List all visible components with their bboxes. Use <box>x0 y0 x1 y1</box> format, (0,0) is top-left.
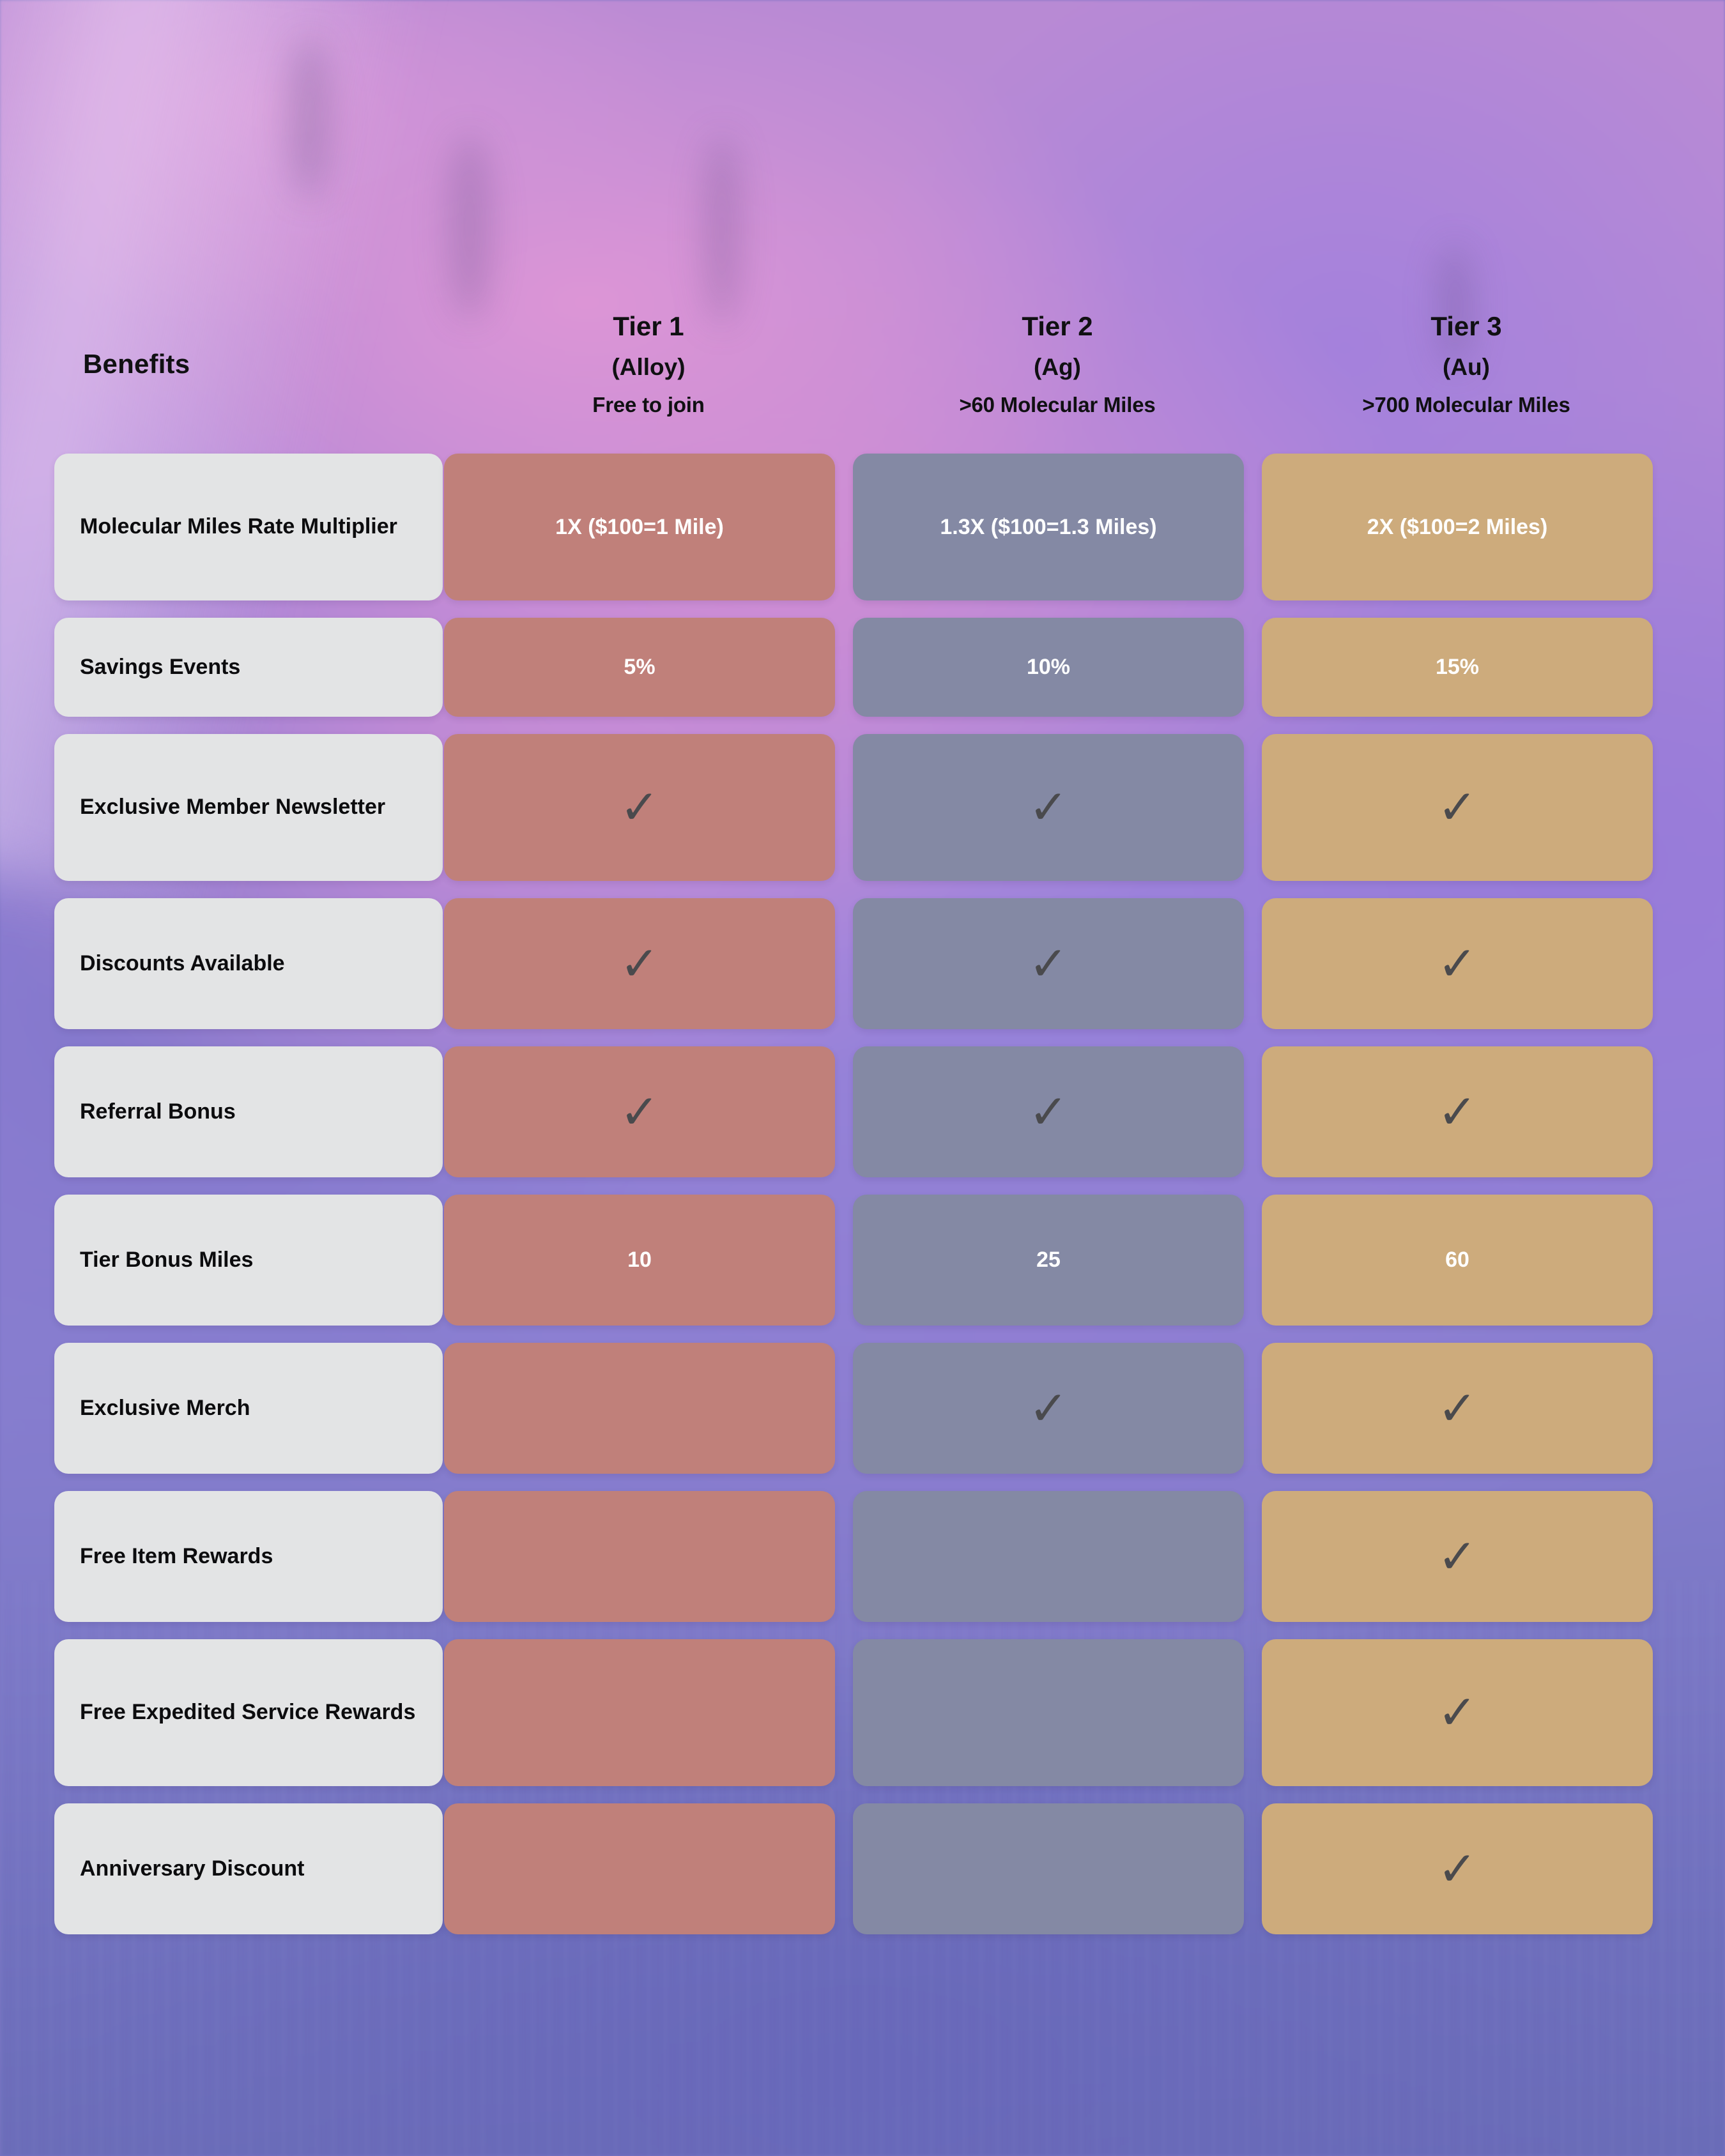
table-row: Discounts Available ✓ ✓ ✓ <box>54 898 1671 1029</box>
table-row: Exclusive Merch ✓ ✓ <box>54 1343 1671 1474</box>
tier-3-value-cell: ✓ <box>1262 1343 1653 1474</box>
check-icon: ✓ <box>619 936 659 991</box>
table-body: Molecular Miles Rate Multiplier 1X ($100=… <box>54 454 1671 1934</box>
tier-1-value-cell <box>444 1803 835 1934</box>
tier-3-value-cell: ✓ <box>1262 1803 1653 1934</box>
check-icon: ✓ <box>1028 1380 1068 1436</box>
check-icon: ✓ <box>1028 780 1068 835</box>
tier-3-value-cell: 2X ($100=2 Miles) <box>1262 454 1653 600</box>
tier-value-text: 5% <box>624 655 656 679</box>
tier-2-requirement: >60 Molecular Miles <box>959 393 1156 417</box>
tier-1-value-cell: ✓ <box>444 734 835 881</box>
tier-1-value-cell: 5% <box>444 618 835 717</box>
table-row: Free Item Rewards ✓ <box>54 1491 1671 1622</box>
tier-3-requirement: >700 Molecular Miles <box>1362 393 1570 417</box>
tier-1-requirement: Free to join <box>592 393 705 417</box>
tier-3-value-cell: ✓ <box>1262 1639 1653 1786</box>
tier-1-value-cell: 1X ($100=1 Mile) <box>444 454 835 600</box>
tier-2-name: Tier 2 <box>1022 311 1093 341</box>
table-row: Free Expedited Service Rewards ✓ <box>54 1639 1671 1786</box>
check-icon: ✓ <box>1437 1685 1477 1740</box>
benefit-label-cell: Free Item Rewards <box>54 1491 443 1622</box>
tier-2-value-cell: ✓ <box>853 734 1244 881</box>
benefits-column-header: Benefits <box>83 349 190 379</box>
tier-2-value-cell: ✓ <box>853 898 1244 1029</box>
benefit-label-cell: Discounts Available <box>54 898 443 1029</box>
tier-2-value-cell: 1.3X ($100=1.3 Miles) <box>853 454 1244 600</box>
tier-1-name: Tier 1 <box>613 311 684 341</box>
tier-1-value-cell <box>444 1343 835 1474</box>
tier-value-text: 1.3X ($100=1.3 Miles) <box>940 514 1157 539</box>
tier-1-value-cell <box>444 1639 835 1786</box>
tier-1-value-cell: ✓ <box>444 1046 835 1177</box>
tier-2-value-cell: ✓ <box>853 1343 1244 1474</box>
benefit-label-cell: Anniversary Discount <box>54 1803 443 1934</box>
tier-3-value-cell: 15% <box>1262 618 1653 717</box>
tier-1-value-cell: 10 <box>444 1195 835 1326</box>
tier-value-text: 60 <box>1445 1248 1469 1272</box>
tier-3-value-cell: ✓ <box>1262 734 1653 881</box>
tier-3-value-cell: ✓ <box>1262 1046 1653 1177</box>
check-icon: ✓ <box>1437 780 1477 835</box>
check-icon: ✓ <box>1437 936 1477 991</box>
tier-value-text: 10 <box>627 1248 652 1272</box>
tier-value-text: 25 <box>1036 1248 1061 1272</box>
tier-value-text: 15% <box>1435 655 1480 679</box>
benefit-label-cell: Savings Events <box>54 618 443 717</box>
check-icon: ✓ <box>619 780 659 835</box>
tier-2-value-cell: ✓ <box>853 1046 1244 1177</box>
tier-3-value-cell: ✓ <box>1262 898 1653 1029</box>
table-row: Exclusive Member Newsletter ✓ ✓ ✓ <box>54 734 1671 881</box>
table-row: Referral Bonus ✓ ✓ ✓ <box>54 1046 1671 1177</box>
tier-2-value-cell: 10% <box>853 618 1244 717</box>
tier-header-tier-1: Tier 1 (Alloy) Free to join <box>444 311 853 417</box>
benefit-label-cell: Referral Bonus <box>54 1046 443 1177</box>
tier-2-value-cell <box>853 1803 1244 1934</box>
tier-2-value-cell: 25 <box>853 1195 1244 1326</box>
tier-value-text: 2X ($100=2 Miles) <box>1367 514 1548 539</box>
tier-3-name: Tier 3 <box>1430 311 1502 341</box>
tier-3-value-cell: ✓ <box>1262 1491 1653 1622</box>
table-header-row: Benefits Tier 1 (Alloy) Free to join Tie… <box>54 275 1671 454</box>
table-row: Anniversary Discount ✓ <box>54 1803 1671 1934</box>
table-row: Molecular Miles Rate Multiplier 1X ($100=… <box>54 454 1671 600</box>
tier-2-symbol: (Ag) <box>1034 354 1081 380</box>
benefit-label-cell: Tier Bonus Miles <box>54 1195 443 1326</box>
benefit-label-cell: Molecular Miles Rate Multiplier <box>54 454 443 600</box>
tier-header-tier-2: Tier 2 (Ag) >60 Molecular Miles <box>853 311 1262 417</box>
check-icon: ✓ <box>1028 936 1068 991</box>
tier-3-symbol: (Au) <box>1443 354 1490 380</box>
table-row: Tier Bonus Miles 10 25 60 <box>54 1195 1671 1326</box>
tier-3-value-cell: 60 <box>1262 1195 1653 1326</box>
check-icon: ✓ <box>1028 1084 1068 1140</box>
benefit-label-cell: Exclusive Member Newsletter <box>54 734 443 881</box>
benefit-label-cell: Free Expedited Service Rewards <box>54 1639 443 1786</box>
check-icon: ✓ <box>1437 1084 1477 1140</box>
check-icon: ✓ <box>619 1084 659 1140</box>
table-row: Savings Events 5% 10% 15% <box>54 618 1671 717</box>
tier-value-text: 10% <box>1026 655 1071 679</box>
check-icon: ✓ <box>1437 1529 1477 1584</box>
tier-value-text: 1X ($100=1 Mile) <box>555 514 724 539</box>
tier-header-tier-3: Tier 3 (Au) >700 Molecular Miles <box>1262 311 1671 417</box>
tier-2-value-cell <box>853 1639 1244 1786</box>
tier-2-value-cell <box>853 1491 1244 1622</box>
benefit-label-cell: Exclusive Merch <box>54 1343 443 1474</box>
check-icon: ✓ <box>1437 1380 1477 1436</box>
tier-comparison-table: Benefits Tier 1 (Alloy) Free to join Tie… <box>54 275 1671 1952</box>
tier-1-value-cell: ✓ <box>444 898 835 1029</box>
check-icon: ✓ <box>1437 1841 1477 1897</box>
tier-1-symbol: (Alloy) <box>611 354 686 380</box>
tier-1-value-cell <box>444 1491 835 1622</box>
